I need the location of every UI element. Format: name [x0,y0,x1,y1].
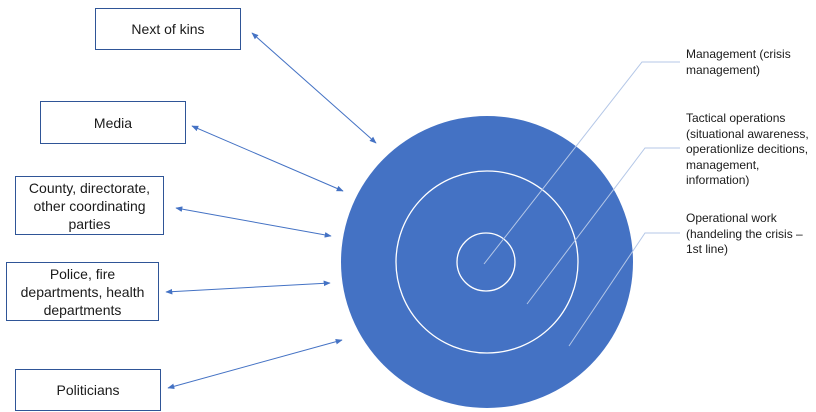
media-box: Media [40,101,186,144]
county-directorate-box: County, directorate, other coordinating … [15,176,164,235]
operational-work-circle [341,116,633,408]
arrow-police [165,280,331,295]
police-fire-health-label: Police, fire departments, health departm… [20,265,145,318]
arrow-politicians [167,338,343,390]
arrow-media [191,125,344,192]
tactical-operations-circle [395,170,579,354]
management-circle [456,232,516,292]
tactical-leader-line [526,147,680,305]
media-label: Media [93,114,133,131]
next-of-kins-box: Next of kins [95,8,241,50]
politicians-label: Politicians [56,382,120,398]
county-directorate-label: County, directorate, other coordinating … [28,179,151,232]
management-layer-label: Management (crisis management) [686,47,791,77]
next-of-kins-label: Next of kins [131,21,205,37]
operational-work-layer-label: Operational work (handeling the crisis –… [686,211,803,256]
arrow-next-of-kins [251,32,377,144]
politicians-box: Politicians [15,369,161,411]
police-fire-health-box: Police, fire departments, health departm… [6,262,159,321]
operational-leader-line [568,232,680,347]
tactical-operations-layer-label: Tactical operations (situational awarene… [686,111,809,187]
arrow-county [175,206,332,238]
management-leader-line [483,61,680,265]
